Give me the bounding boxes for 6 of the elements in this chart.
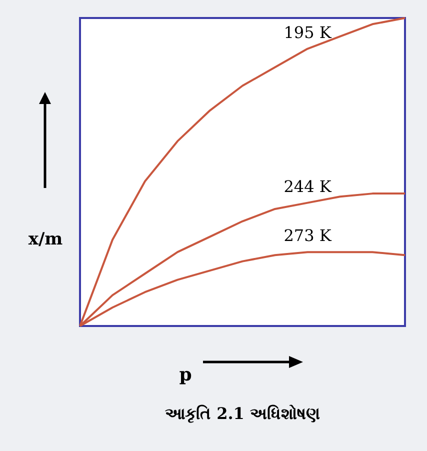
text: આકૃતિ 2.1 અધિશોષણ <box>165 403 320 424</box>
series-label: 273 K <box>284 226 332 246</box>
series-label: 244 K <box>284 176 332 196</box>
y-axis-title: x/m <box>28 230 63 250</box>
series-label: 195 K <box>284 22 332 42</box>
x-axis-title: p <box>179 364 192 386</box>
